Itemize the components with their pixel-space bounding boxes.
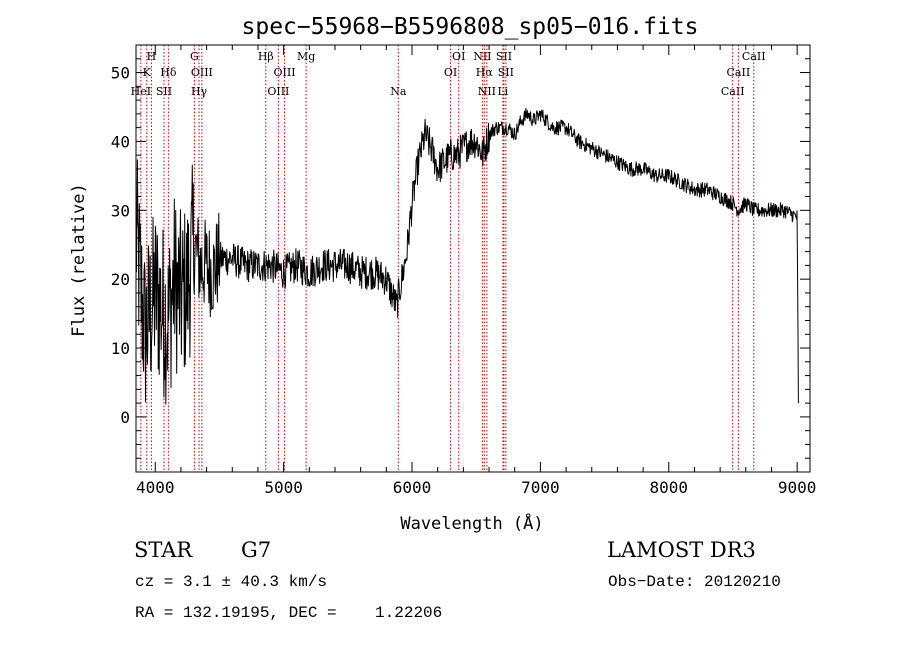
x-axis-label: Wavelength (Å): [400, 512, 543, 534]
x-tick-label: 6000: [393, 478, 432, 497]
line-marker-label: G: [190, 50, 199, 63]
line-marker-label: Hβ: [258, 50, 274, 63]
line-marker-label: CaII: [727, 66, 751, 79]
line-marker-label: NII: [478, 85, 496, 98]
y-tick-label: 50: [111, 64, 130, 83]
line-marker-label: OI: [444, 66, 457, 79]
x-tick-label: 9000: [778, 478, 817, 497]
line-marker-label: SII: [156, 85, 172, 98]
x-tick-label: 4000: [136, 478, 175, 497]
y-tick-label: 20: [111, 270, 130, 289]
spectral-subclass: G7: [241, 538, 272, 562]
redshift-readout: cz = 3.1 ± 40.3 km/s: [135, 573, 328, 591]
y-axis-label: Flux (relative): [69, 183, 89, 337]
y-tick-label: 30: [111, 201, 130, 220]
x-tick-label: 8000: [650, 478, 689, 497]
line-marker-label: OIII: [191, 66, 213, 79]
line-marker-label: K: [143, 66, 152, 79]
y-tick-label: 40: [111, 132, 130, 151]
line-marker-label: H: [147, 50, 157, 63]
line-marker-label: OIII: [267, 85, 289, 98]
spectrum-line: [135, 107, 799, 405]
x-tick-label: 7000: [521, 478, 560, 497]
y-tick-label: 0: [120, 408, 130, 427]
line-marker-label: NII: [473, 50, 491, 63]
object-class: STAR: [134, 538, 193, 562]
line-marker-label: SII: [498, 66, 514, 79]
line-marker-label: Na: [390, 85, 407, 98]
line-marker-label: Hγ: [191, 85, 208, 98]
line-marker-label: OI: [452, 50, 465, 63]
x-tick-label: 5000: [264, 478, 303, 497]
observation-date: Obs−Date: 20120210: [608, 573, 781, 591]
line-marker-label: OIII: [274, 66, 296, 79]
coordinates-readout: RA = 132.19195, DEC = 1.22206: [135, 604, 443, 622]
line-marker-label: CaII: [721, 85, 745, 98]
line-marker-label: SII: [496, 50, 512, 63]
chart-title: spec−55968−B5596808_sp05−016.fits: [242, 14, 699, 40]
line-marker-label: Hα: [476, 66, 494, 79]
line-marker-label: Hδ: [160, 66, 177, 79]
survey-name: LAMOST DR3: [607, 538, 756, 562]
y-tick-label: 10: [111, 339, 130, 358]
line-marker-label: HeI: [131, 85, 151, 98]
line-marker-label: CaII: [742, 50, 766, 63]
plot-frame: [135, 44, 811, 473]
line-marker-label: Mg: [297, 50, 315, 63]
line-marker-label: Li: [497, 85, 508, 98]
